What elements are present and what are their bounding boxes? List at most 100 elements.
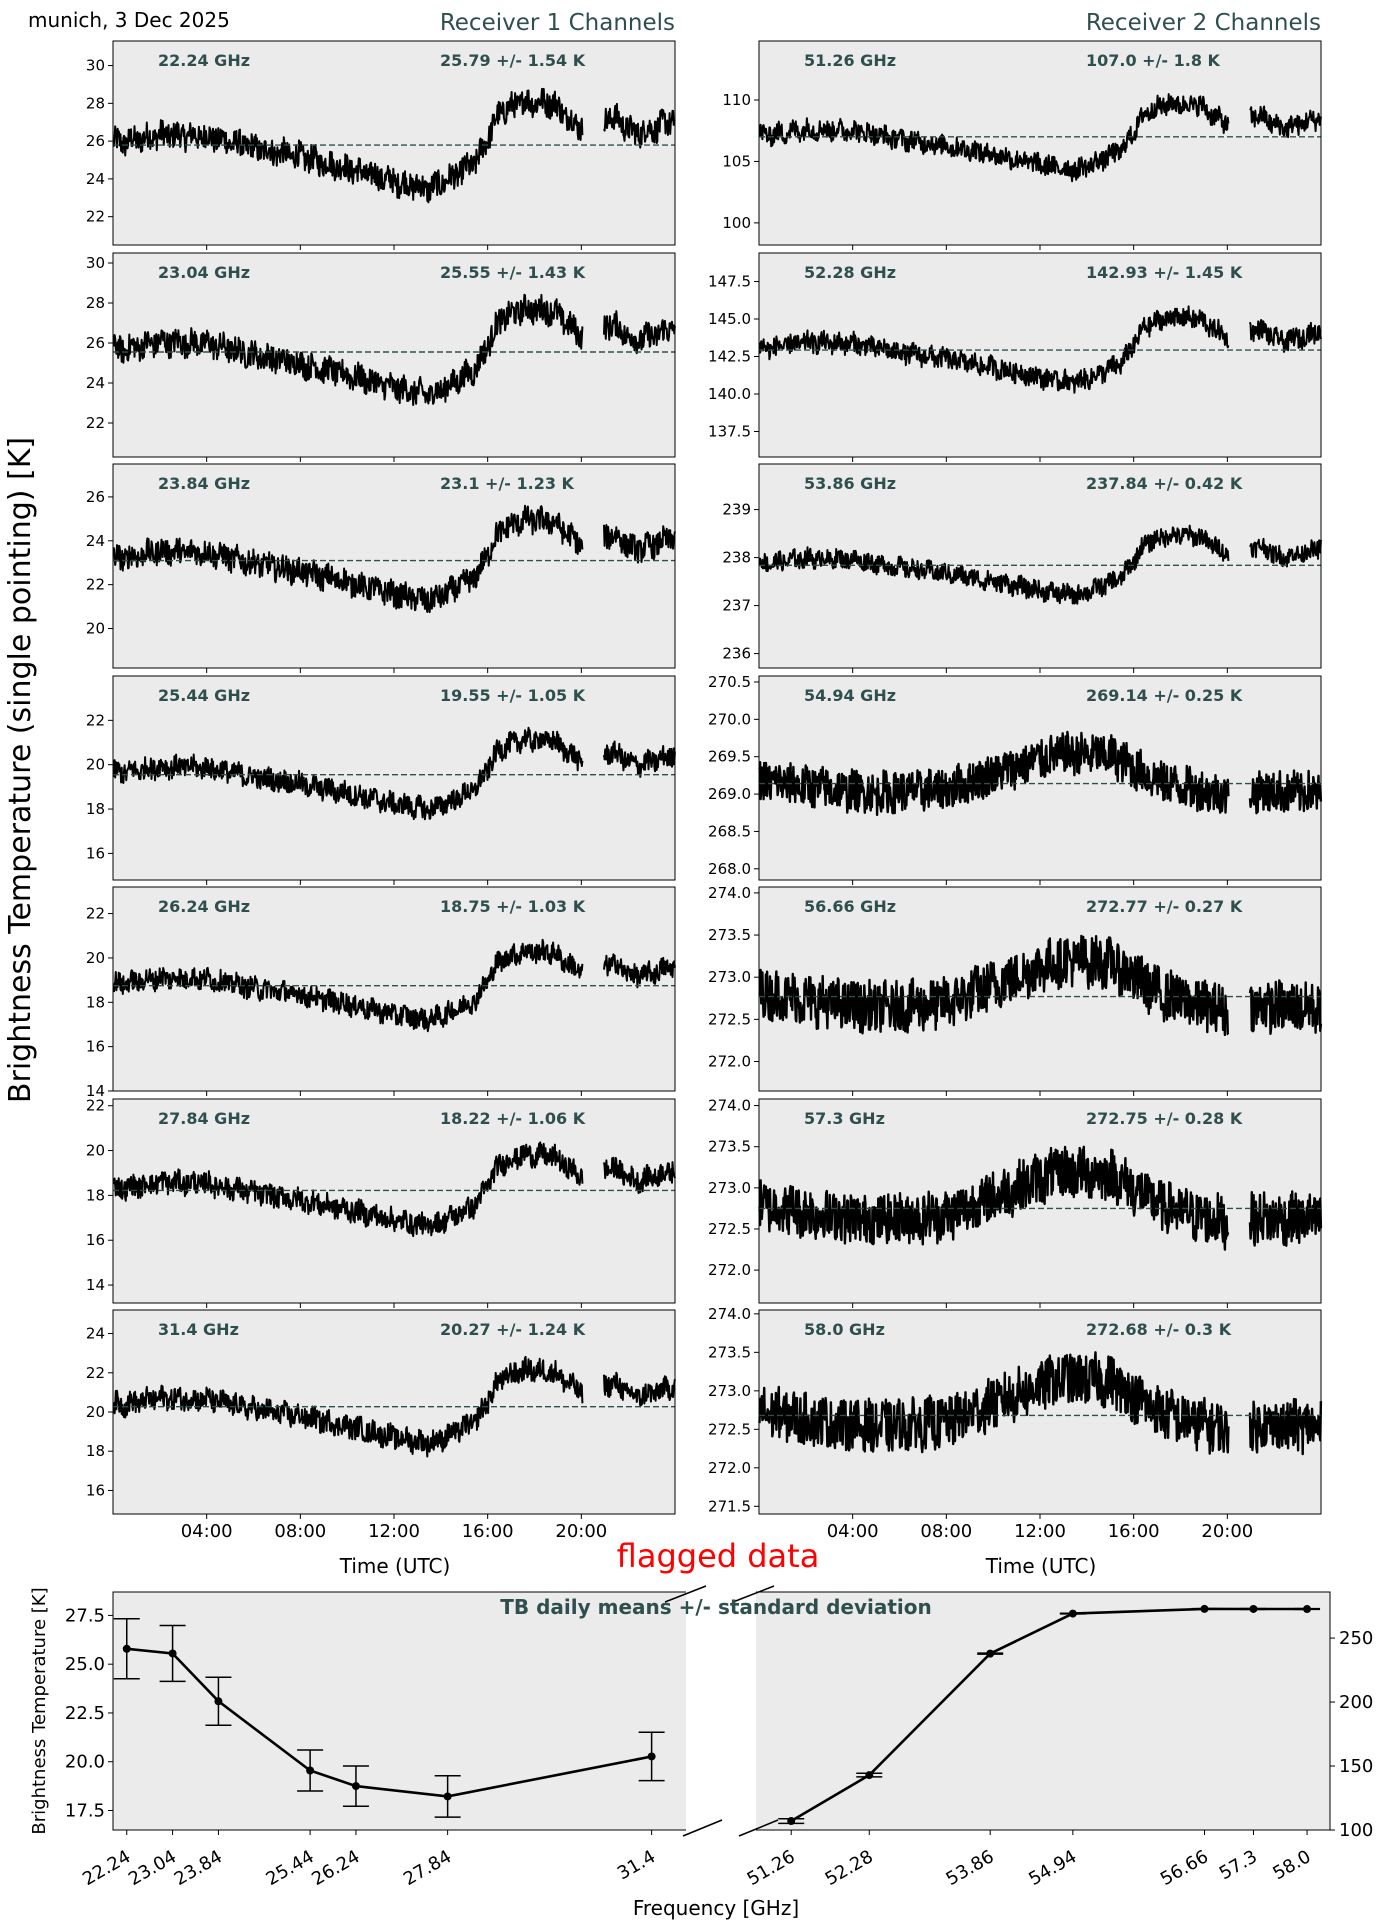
brightness-temperature-trace bbox=[112, 1141, 676, 1238]
y-tick-label: 145.0 bbox=[708, 310, 751, 328]
means-y-tick-label: 150 bbox=[1339, 1756, 1373, 1777]
y-tick-label: 20 bbox=[86, 1403, 105, 1421]
y-tick-label: 274.0 bbox=[708, 1305, 751, 1323]
channel-frequency-label: 25.44 GHz bbox=[158, 686, 250, 705]
channel-mean-std-label: 272.68 +/- 0.3 K bbox=[1086, 1320, 1232, 1339]
channel-frequency-label: 26.24 GHz bbox=[158, 897, 250, 916]
means-x-tick-label: 58.0 bbox=[1269, 1846, 1314, 1884]
brightness-temperature-trace bbox=[758, 305, 1322, 394]
means-x-tick-label: 56.66 bbox=[1157, 1846, 1212, 1890]
mean-point bbox=[306, 1766, 315, 1775]
y-tick-label: 273.5 bbox=[708, 1343, 751, 1361]
receiver-2-channel-panel: 272.0 272.5 273.0 273.5 274.0 56.66 GHz 272.77… bbox=[708, 884, 1323, 1096]
y-tick-label: 270.0 bbox=[708, 710, 751, 728]
receiver-1-channel-panel: 16 18 20 22 25.44 GHz 19.55 +/- 1.05 K bbox=[86, 675, 676, 885]
mean-point bbox=[1200, 1604, 1209, 1613]
y-tick-label: 20 bbox=[86, 620, 105, 638]
y-tick-label: 28 bbox=[86, 294, 105, 312]
channel-mean-std-label: 237.84 +/- 0.42 K bbox=[1086, 474, 1243, 493]
means-y-tick-label: 100 bbox=[1339, 1820, 1373, 1841]
y-tick-label: 273.0 bbox=[708, 1179, 751, 1197]
y-tick-label: 26 bbox=[86, 132, 105, 150]
y-tick-label: 24 bbox=[86, 1325, 105, 1343]
channel-mean-std-label: 19.55 +/- 1.05 K bbox=[440, 686, 586, 705]
panel-background bbox=[113, 253, 675, 457]
means-x-tick-label: 27.84 bbox=[400, 1846, 455, 1890]
time-tick-label: 08:00 bbox=[274, 1521, 326, 1542]
y-tick-label: 270.5 bbox=[708, 673, 751, 691]
panel-background bbox=[113, 1310, 675, 1514]
y-tick-label: 30 bbox=[86, 57, 105, 75]
mean-point bbox=[1068, 1609, 1077, 1618]
channel-frequency-label: 52.28 GHz bbox=[804, 263, 896, 282]
receiver-1-channel-panel: 14 16 18 20 22 26.24 GHz 18.75 +/- 1.03 K bbox=[86, 886, 676, 1100]
y-tick-label: 22 bbox=[86, 576, 105, 594]
time-tick-label: 20:00 bbox=[555, 1521, 607, 1542]
y-tick-label: 24 bbox=[86, 532, 105, 550]
receiver-2-channel-panel: 271.5 272.0 272.5 273.0 273.5 274.0 58.0 GHz 27… bbox=[708, 1305, 1323, 1519]
mean-point bbox=[986, 1649, 995, 1658]
y-tick-label: 274.0 bbox=[708, 1097, 751, 1115]
y-tick-label: 110 bbox=[722, 91, 751, 109]
receiver-1-channel-panel: 20 22 24 26 23.84 GHz 23.1 +/- 1.23 K bbox=[86, 463, 676, 673]
channel-frequency-label: 31.4 GHz bbox=[158, 1320, 239, 1339]
brightness-temperature-trace bbox=[112, 1355, 676, 1458]
brightness-temperature-trace bbox=[112, 504, 676, 614]
mean-point bbox=[122, 1644, 131, 1653]
mean-point bbox=[214, 1697, 223, 1706]
y-tick-label: 274.0 bbox=[708, 884, 751, 902]
means-x-tick-label: 22.24 bbox=[79, 1846, 134, 1890]
channel-mean-std-label: 25.55 +/- 1.43 K bbox=[440, 263, 586, 282]
channel-mean-std-label: 25.79 +/- 1.54 K bbox=[440, 51, 586, 70]
y-tick-label: 137.5 bbox=[708, 423, 751, 441]
y-tick-label: 22 bbox=[86, 208, 105, 226]
y-tick-label: 272.5 bbox=[708, 1220, 751, 1238]
time-tick-label: 16:00 bbox=[462, 1521, 514, 1542]
means-x-tick-label: 23.04 bbox=[125, 1846, 180, 1890]
means-y-tick-label: 20.0 bbox=[65, 1752, 105, 1773]
y-tick-label: 22 bbox=[86, 711, 105, 729]
axis-break-mark bbox=[732, 1585, 775, 1603]
channel-mean-std-label: 20.27 +/- 1.24 K bbox=[440, 1320, 586, 1339]
channel-mean-std-label: 18.22 +/- 1.06 K bbox=[440, 1109, 586, 1128]
channel-frequency-label: 51.26 GHz bbox=[804, 51, 896, 70]
y-tick-label: 18 bbox=[86, 1442, 105, 1460]
panel-background bbox=[113, 676, 675, 880]
y-tick-label: 24 bbox=[86, 374, 105, 392]
y-tick-label: 14 bbox=[86, 1276, 105, 1294]
means-x-tick-label: 26.24 bbox=[308, 1846, 363, 1890]
channel-frequency-label: 54.94 GHz bbox=[804, 686, 896, 705]
channel-frequency-label: 56.66 GHz bbox=[804, 897, 896, 916]
means-x-tick-label: 57.3 bbox=[1216, 1846, 1261, 1884]
y-tick-label: 272.5 bbox=[708, 1010, 751, 1028]
means-y-axis-label: Brightness Temperature [K] bbox=[29, 1587, 50, 1834]
y-tick-label: 268.0 bbox=[708, 860, 751, 878]
means-title: TB daily means +/- standard deviation bbox=[500, 1595, 932, 1619]
y-tick-label: 16 bbox=[86, 1038, 105, 1056]
means-y-tick-label: 27.5 bbox=[65, 1605, 105, 1626]
y-tick-label: 18 bbox=[86, 993, 105, 1011]
channel-frequency-label: 23.04 GHz bbox=[158, 263, 250, 282]
brightness-temperature-trace bbox=[758, 93, 1322, 183]
means-y-tick-label: 22.5 bbox=[65, 1703, 105, 1724]
mean-point bbox=[351, 1782, 360, 1791]
channel-frequency-label: 58.0 GHz bbox=[804, 1320, 885, 1339]
time-tick-label: 12:00 bbox=[1014, 1521, 1066, 1542]
panel-background bbox=[759, 41, 1321, 245]
panel-background bbox=[759, 253, 1321, 457]
mean-point bbox=[443, 1792, 452, 1801]
time-tick-label: 04:00 bbox=[827, 1521, 879, 1542]
y-tick-label: 272.0 bbox=[708, 1261, 751, 1279]
panel-background bbox=[113, 464, 675, 668]
y-tick-label: 268.5 bbox=[708, 822, 751, 840]
y-tick-label: 239 bbox=[722, 501, 751, 519]
channel-mean-std-label: 272.77 +/- 0.27 K bbox=[1086, 897, 1243, 916]
channel-frequency-label: 23.84 GHz bbox=[158, 474, 250, 493]
brightness-temperature-trace bbox=[112, 87, 676, 204]
means-y-tick-label: 250 bbox=[1339, 1628, 1373, 1649]
means-x-tick-label: 25.44 bbox=[262, 1846, 317, 1890]
receiver-1-channel-panel: 14 16 18 20 22 27.84 GHz 18.22 +/- 1.06 K bbox=[86, 1097, 676, 1308]
y-axis-label: Brightness Temperature (single pointing)… bbox=[3, 437, 38, 1103]
receiver-1-title: Receiver 1 Channels bbox=[440, 10, 675, 36]
receiver-2-channel-panel: 268.0 268.5 269.0 269.5 270.0 270.5 54.94 GHz 2… bbox=[708, 673, 1323, 885]
